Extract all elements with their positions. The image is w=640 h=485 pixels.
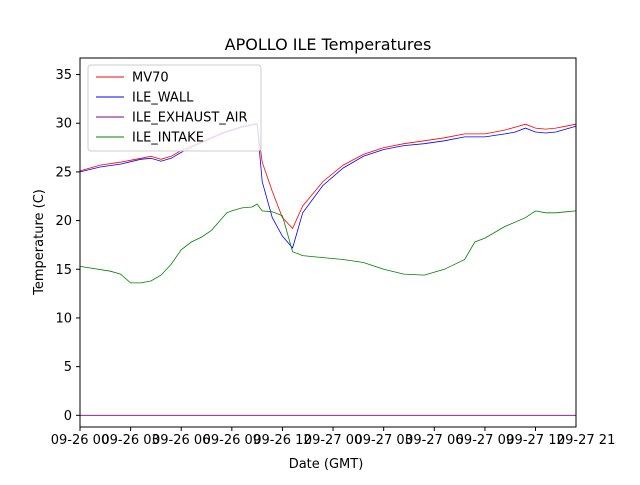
y-tick-label: 25 [55,165,72,180]
x-tick-label: 09-26 06 [152,433,210,448]
x-tick-label: 09-26 09 [203,433,261,448]
x-tick-label: 09-27 09 [456,433,514,448]
plot-frame [79,57,577,428]
y-tick-label: 30 [55,117,72,132]
x-tick-label: 09-27 06 [405,433,463,448]
legend-label: ILE_WALL [132,91,194,106]
chart-title: APOLLO ILE Temperatures [225,35,432,54]
x-tick-label: 09-27 03 [354,433,412,448]
legend-label: ILE_INTAKE [132,131,204,146]
legend-label: ILE_EXHAUST_AIR [132,111,248,126]
x-tick-label: 09-26 03 [101,433,159,448]
x-tick-label: 09-26 12 [253,433,311,448]
series-line-mv70 [79,122,577,230]
series-line-ile-wall [79,123,577,249]
y-tick-label: 5 [64,360,72,375]
x-tick-label: 09-27 00 [304,433,362,448]
legend-label: MV70 [132,71,169,86]
series-line-ile-intake [79,203,577,284]
y-tick-label: 15 [55,263,72,278]
y-axis-label: Temperature (C) [32,189,47,296]
y-tick-label: 0 [64,409,72,424]
y-tick-label: 20 [55,214,72,229]
x-tick-label: 09-27 21 [557,433,615,448]
x-tick-label: 09-27 12 [506,433,564,448]
x-tick-label: 09-26 00 [51,433,109,448]
y-tick-label: 10 [55,311,72,326]
x-axis-label: Date (GMT) [289,457,364,472]
legend-box [87,64,262,152]
y-tick-label: 35 [55,68,72,83]
